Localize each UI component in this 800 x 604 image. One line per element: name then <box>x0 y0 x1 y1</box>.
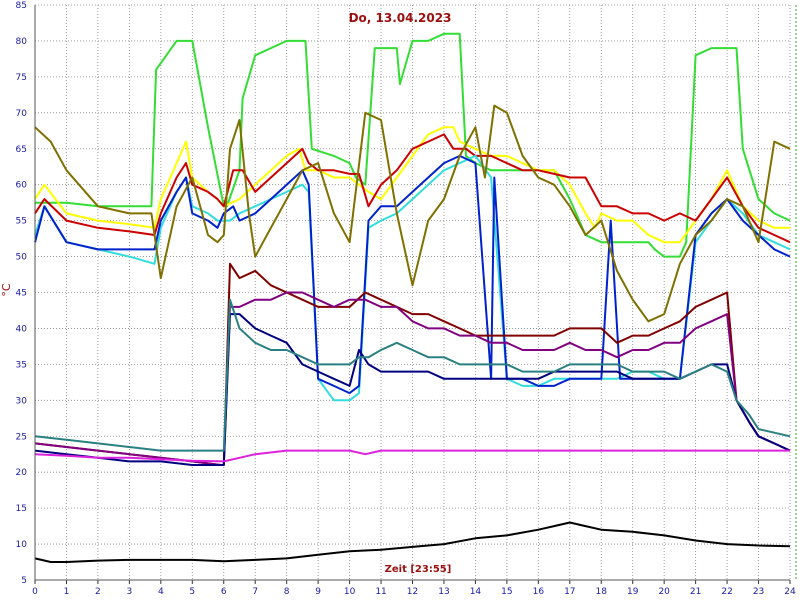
x-tick-label: 9 <box>315 587 321 597</box>
x-tick-label: 16 <box>533 587 545 597</box>
x-tick-label: 11 <box>375 587 386 597</box>
chart-title: Do, 13.04.2023 <box>349 11 452 25</box>
x-tick-label: 21 <box>690 587 701 597</box>
x-tick-label: 17 <box>564 587 575 597</box>
x-tick-label: 3 <box>127 587 133 597</box>
x-tick-label: 22 <box>721 587 732 597</box>
y-tick-label: 60 <box>16 181 28 191</box>
x-tick-label: 1 <box>64 587 70 597</box>
series-line-2 <box>34 126 790 244</box>
x-tick-label: 23 <box>753 587 764 597</box>
x-tick-label: 8 <box>284 587 290 597</box>
y-tick-label: 75 <box>16 73 27 83</box>
series-line-12 <box>34 521 791 563</box>
series-group <box>34 32 791 563</box>
y-tick-label: 70 <box>16 109 28 119</box>
x-tick-label: 24 <box>784 587 796 597</box>
x-tick-label: 12 <box>407 587 418 597</box>
x-tick-label: 13 <box>438 587 449 597</box>
x-tick-label: 14 <box>470 587 482 597</box>
y-tick-label: 40 <box>16 324 28 334</box>
y-tick-label: 15 <box>16 504 27 514</box>
series-line-11 <box>34 449 790 463</box>
series-line-3 <box>34 133 791 244</box>
y-tick-label: 30 <box>16 396 28 406</box>
series-line-10 <box>34 104 791 323</box>
x-tick-label: 19 <box>627 587 639 597</box>
x-tick-label: 7 <box>252 587 258 597</box>
series-line-9 <box>34 298 791 452</box>
x-tick-label: 20 <box>658 587 670 597</box>
y-axis-label: °C <box>0 283 13 297</box>
x-tick-label: 10 <box>344 587 356 597</box>
y-tick-label: 55 <box>16 217 27 227</box>
y-tick-label: 45 <box>16 289 27 299</box>
y-tick-label: 80 <box>16 37 28 47</box>
y-tick-label: 50 <box>16 253 28 263</box>
x-tick-label: 5 <box>189 587 195 597</box>
y-tick-label: 20 <box>16 468 28 478</box>
y-tick-label: 35 <box>16 360 27 370</box>
x-axis-label: Zeit [23:55] <box>385 564 452 575</box>
x-tick-label: 2 <box>95 587 101 597</box>
x-tick-label: 4 <box>158 587 164 597</box>
x-tick-label: 6 <box>221 587 227 597</box>
y-tick-label: 10 <box>16 540 28 550</box>
y-tick-label: 65 <box>16 145 27 155</box>
x-tick-label: 15 <box>501 587 512 597</box>
y-tick-label: 5 <box>21 576 27 586</box>
x-tick-label: 0 <box>32 587 38 597</box>
y-tick-label: 85 <box>16 1 27 11</box>
y-tick-label: 25 <box>16 432 27 442</box>
x-tick-label: 18 <box>596 587 608 597</box>
